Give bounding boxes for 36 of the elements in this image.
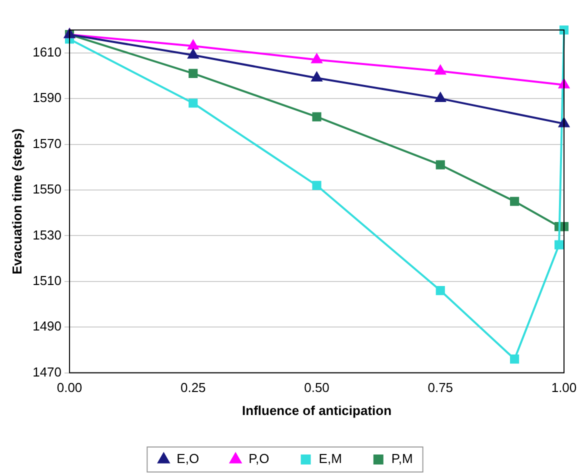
y-tick-label: 1510 (32, 272, 62, 288)
point (558, 78, 570, 88)
y-tick-label: 1470 (32, 364, 62, 380)
point (559, 25, 569, 35)
legend-label: E,M (318, 451, 342, 466)
point (436, 286, 445, 296)
y-tick-label: 1550 (32, 182, 62, 197)
point (510, 354, 520, 364)
point (188, 49, 198, 59)
x-tick-label: 0.50 (304, 380, 330, 396)
point (312, 112, 322, 122)
legend-label: P,O (248, 451, 270, 466)
x-tick-label: 0.25 (180, 380, 206, 396)
point (188, 98, 198, 108)
point (435, 92, 446, 102)
point (436, 160, 445, 170)
point (311, 72, 322, 82)
y-tick-label: 1590 (32, 90, 62, 106)
point (554, 240, 564, 250)
x-tick-label: 0.00 (56, 380, 82, 396)
y-tick-label: 1490 (32, 318, 62, 334)
point (312, 180, 322, 190)
x-tick-label: 1.00 (551, 380, 577, 396)
y-tick-label: 1530 (32, 227, 62, 242)
x-axis-title: Influence of anticipation (242, 402, 392, 418)
point (188, 40, 198, 50)
y-axis-title: Evacuation time (steps) (9, 128, 24, 274)
point (435, 65, 446, 75)
point (188, 68, 198, 78)
y-tick-label: 1610 (32, 44, 62, 60)
x-tick-label: 0.75 (428, 380, 454, 396)
point (311, 54, 322, 64)
legend-label: P,M (391, 451, 413, 466)
point (510, 196, 520, 206)
y-tick-label: 1570 (32, 136, 62, 151)
legend-label: E,O (176, 451, 200, 466)
